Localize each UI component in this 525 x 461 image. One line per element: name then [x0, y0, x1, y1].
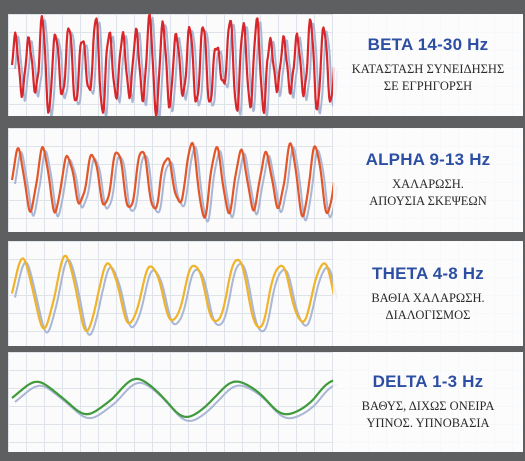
delta-wave-graphic	[11, 377, 338, 422]
delta-title: DELTA 1-3 Hz	[372, 372, 484, 391]
alpha-panel: ALPHA 9-13 Hz ΧΑΛΑΡΩΣΗ. ΑΠΟΥΣΙΑ ΣΚΕΨΕΩΝ	[8, 128, 523, 232]
beta-wave-graphic	[10, 14, 338, 116]
theta-label-block: THETA 4-8 Hz ΒΑΘΙΑ ΧΑΛΑΡΩΣΗ. ΔΙΑΛΟΓΙΣΜΟΣ	[333, 241, 523, 346]
theta-panel: THETA 4-8 Hz ΒΑΘΙΑ ΧΑΛΑΡΩΣΗ. ΔΙΑΛΟΓΙΣΜΟΣ	[8, 241, 523, 346]
alpha-description-line-2: ΑΠΟΥΣΙΑ ΣΚΕΨΕΩΝ	[369, 194, 487, 208]
theta-wave-graphic	[10, 254, 338, 336]
beta-label-block: BETA 14-30 Hz ΚΑΤΑΣΤΑΣΗ ΣΥΝΕΙΔΗΣΗΣ ΣΕ ΕΓ…	[333, 14, 523, 116]
delta-description-line-1: ΒΑΘΥΣ, ΔΙΧΩΣ ΟΝΕΙΡΑ	[361, 399, 495, 413]
beta-panel: BETA 14-30 Hz ΚΑΤΑΣΤΑΣΗ ΣΥΝΕΙΔΗΣΗΣ ΣΕ ΕΓ…	[8, 14, 523, 116]
beta-description-line-2: ΣΕ ΕΓΡΗΓΟΡΣΗ	[383, 79, 473, 93]
delta-panel: DELTA 1-3 Hz ΒΑΘΥΣ, ΔΙΧΩΣ ΟΝΕΙΡΑ ΥΠΝΟΣ. …	[8, 352, 523, 452]
theta-wave	[10, 254, 336, 332]
theta-title: THETA 4-8 Hz	[372, 263, 484, 283]
delta-description-line-2: ΥΠΝΟΣ. ΥΠΝΟΒΑΣΙΑ	[366, 416, 490, 430]
beta-wave-shadow	[14, 16, 338, 116]
alpha-wave	[10, 141, 336, 219]
alpha-title: ALPHA 9-13 Hz	[365, 150, 491, 169]
delta-wave-shadow	[14, 381, 338, 422]
alpha-wave-graphic	[10, 141, 338, 223]
alpha-label-block: ALPHA 9-13 Hz ΧΑΛΑΡΩΣΗ. ΑΠΟΥΣΙΑ ΣΚΕΨΕΩΝ	[333, 128, 523, 232]
delta-label-block: DELTA 1-3 Hz ΒΑΘΥΣ, ΔΙΧΩΣ ΟΝΕΙΡΑ ΥΠΝΟΣ. …	[333, 352, 523, 452]
alpha-wave-shadow	[14, 145, 338, 223]
delta-wave	[11, 377, 335, 418]
beta-title: BETA 14-30 Hz	[367, 35, 489, 54]
theta-description-line-1: ΒΑΘΙΑ ΧΑΛΑΡΩΣΗ.	[371, 290, 485, 305]
theta-wave-shadow	[14, 258, 338, 336]
beta-wave	[10, 14, 336, 116]
alpha-description-line-1: ΧΑΛΑΡΩΣΗ.	[392, 177, 464, 191]
beta-description-line-1: ΚΑΤΑΣΤΑΣΗ ΣΥΝΕΙΔΗΣΗΣ	[351, 62, 505, 76]
theta-description-line-2: ΔΙΑΛΟΓΙΣΜΟΣ	[385, 307, 471, 322]
